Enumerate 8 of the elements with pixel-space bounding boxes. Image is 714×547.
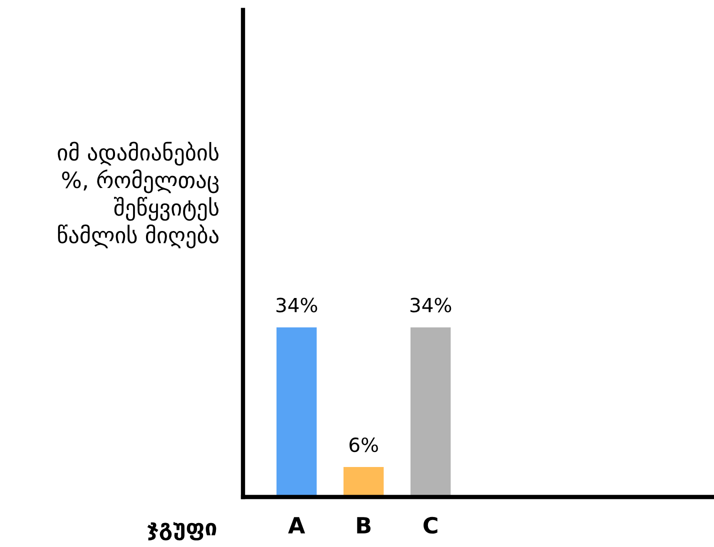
x-tick-label: A bbox=[288, 517, 306, 534]
data-label: 6% bbox=[350, 437, 378, 452]
data-label: 34% bbox=[276, 298, 318, 312]
y-axis-title: იმ ადამიანების %, რომელთაც შეწყვიტეს წამლის მიღება bbox=[58, 142, 219, 248]
x-tick-label: C bbox=[424, 516, 438, 534]
x-axis-title: ჯგუფი bbox=[147, 522, 216, 540]
x-tick-label: B bbox=[357, 517, 371, 534]
data-label: 34% bbox=[410, 298, 452, 312]
